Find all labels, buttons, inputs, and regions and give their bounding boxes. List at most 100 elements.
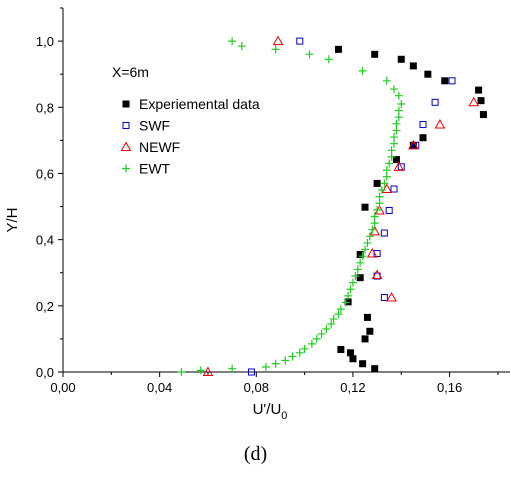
x-tick-label: 0,08 <box>244 380 269 395</box>
data-point <box>385 159 394 168</box>
legend-label: Experiemental data <box>139 96 260 112</box>
x-tick-label: 0,00 <box>50 380 75 395</box>
data-point <box>305 50 314 59</box>
data-point <box>441 77 449 85</box>
data-point <box>373 179 381 187</box>
data-point <box>397 55 405 63</box>
data-point <box>361 335 369 343</box>
data-point <box>409 141 417 149</box>
data-point <box>344 291 353 300</box>
data-point <box>271 45 280 54</box>
annotation-label: X=6m <box>112 64 149 80</box>
x-tick-label: 0,12 <box>340 380 365 395</box>
data-point <box>359 360 367 368</box>
x-axis-title-subscript: 0 <box>281 410 287 422</box>
data-point <box>373 205 382 214</box>
data-point <box>337 345 345 353</box>
data-point <box>317 329 326 338</box>
y-tick-label: 0,0 <box>36 365 54 380</box>
legend-label: NEWF <box>139 139 180 155</box>
data-point <box>327 320 336 329</box>
data-point <box>390 139 399 148</box>
figure-caption: (d) <box>243 443 268 465</box>
data-point <box>434 118 446 129</box>
data-point <box>361 245 370 254</box>
data-point <box>382 76 391 85</box>
data-point <box>385 207 393 215</box>
data-point <box>419 134 427 142</box>
data-point <box>307 339 316 348</box>
data-point <box>324 55 333 64</box>
data-point <box>312 334 321 343</box>
series-swf <box>247 37 456 376</box>
data-point <box>390 185 398 193</box>
data-point <box>407 139 419 150</box>
data-point <box>386 292 397 302</box>
legend-marker <box>122 100 130 108</box>
data-point <box>366 327 374 335</box>
data-point <box>419 120 427 128</box>
data-point <box>272 35 284 46</box>
data-point <box>392 126 401 135</box>
data-point <box>448 77 456 85</box>
data-point <box>387 152 396 161</box>
data-point <box>228 37 237 46</box>
legend: Experiemental data SWF NEWF EWT <box>120 96 260 177</box>
data-point <box>349 355 357 363</box>
legend-marker <box>122 122 130 129</box>
data-point <box>281 356 290 365</box>
data-point <box>351 272 360 281</box>
data-point <box>371 365 379 373</box>
data-point <box>380 229 388 237</box>
legend-marker <box>122 164 130 173</box>
chart: 0,00 0,04 0,08 0,12 0,16 0,0 0,2 0,4 0,6 0,8 1,0 E… <box>4 7 510 422</box>
data-point <box>353 265 362 274</box>
data-point <box>371 269 383 280</box>
data-point <box>356 274 364 282</box>
data-point <box>247 368 255 376</box>
data-point <box>329 315 338 324</box>
data-point <box>348 278 357 287</box>
data-point <box>479 111 487 119</box>
data-point <box>392 156 400 164</box>
data-point <box>334 310 343 319</box>
y-tick-label: 0,8 <box>36 100 54 115</box>
data-point <box>356 258 365 267</box>
legend-label: SWF <box>139 118 170 134</box>
data-point <box>344 298 352 306</box>
data-point <box>394 113 403 122</box>
data-point <box>237 42 246 51</box>
y-tick-label: 0,2 <box>36 299 54 314</box>
data-point <box>366 248 378 258</box>
series-newf <box>202 35 480 376</box>
series-ewt <box>177 37 406 376</box>
data-point <box>363 313 371 321</box>
data-point <box>375 199 384 208</box>
data-point <box>361 203 369 211</box>
x-tick-label: 0,04 <box>147 380 172 395</box>
y-tick-label: 0,6 <box>36 166 54 181</box>
data-point <box>368 225 377 234</box>
data-point <box>271 359 280 368</box>
x-tick-label: 0,16 <box>437 380 462 395</box>
data-point <box>409 62 417 70</box>
legend-marker <box>120 141 132 151</box>
data-point <box>382 172 391 181</box>
x-axis-title-main: U'/U <box>253 401 282 418</box>
y-axis-title: Y/H <box>4 207 21 232</box>
data-point <box>477 97 485 105</box>
data-point <box>358 252 367 261</box>
data-point <box>228 364 237 373</box>
data-point <box>334 45 342 53</box>
data-point <box>300 344 309 353</box>
data-point <box>424 70 432 78</box>
data-point <box>373 250 381 258</box>
data-point <box>177 368 186 376</box>
data-point <box>346 285 355 294</box>
axes: 0,00 0,04 0,08 0,12 0,16 0,0 0,2 0,4 0,6 0,8 1,0 <box>36 7 510 395</box>
data-point <box>475 86 483 94</box>
data-point <box>296 37 304 45</box>
data-point <box>377 186 386 194</box>
y-tick-label: 0,4 <box>36 233 54 248</box>
data-point <box>363 238 372 247</box>
